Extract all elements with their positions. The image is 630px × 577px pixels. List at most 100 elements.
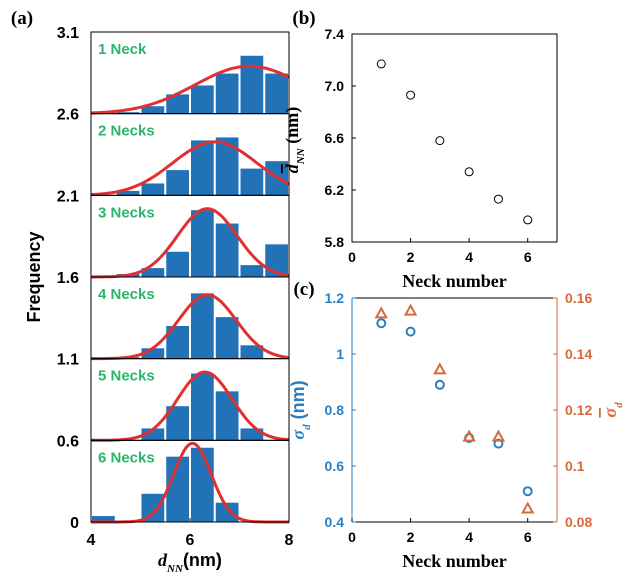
histogram-bar [215,223,239,277]
histogram-bar [191,293,214,359]
x-tick-label: 6 [524,249,532,265]
gaussian-fit-curve [91,207,290,279]
histogram-bar [240,428,264,441]
left-y-tick-label: 0.4 [325,514,345,530]
neck-count-label: 1 Neck [98,41,147,58]
histogram-bar [141,183,165,196]
y-tick-label: 7.4 [325,26,345,42]
neck-count-label: 3 Necks [98,204,155,221]
histogram-bar [240,168,264,196]
histogram-bar [191,85,214,114]
histogram-subplot: 4 Necks [90,276,290,361]
histogram-bar [166,456,189,522]
left-y-axis-label: σd (nm) [288,380,313,439]
histogram-bar [240,55,264,114]
histogram-bar [141,348,165,359]
panel-label-b: (b) [292,8,315,29]
right-y-tick-label: 0.08 [565,514,592,530]
data-point [523,215,533,225]
panel-label-a: (a) [11,8,33,29]
right-y-tick-label: 0.16 [565,290,592,306]
right-y-tick-label: 0.12 [565,402,592,418]
neck-count-label: 2 Necks [98,123,155,140]
histogram-bar [166,251,189,277]
y-tick-label: 5.8 [325,234,345,250]
histogram-subplot: 3 Necks [90,194,290,279]
y-tick-label: 2.6 [57,107,79,124]
x-tick-label: 6 [524,529,532,545]
histogram-bar [191,140,214,196]
histogram-bar [166,406,189,441]
x-tick-label: 8 [285,532,294,549]
histogram-bar [141,106,165,114]
sigma-d-point [376,318,387,329]
data-point [493,194,503,204]
left-y-tick-label: 1 [336,346,344,362]
histogram-bar [191,373,214,441]
left-y-tick-label: 0.6 [325,458,345,474]
histogram-subplot: 5 Necks [90,358,290,442]
histogram-bar [166,170,189,196]
data-point [435,136,445,146]
y-tick-label: 3.1 [57,25,79,42]
x-tick-label: 0 [348,529,356,545]
data-point [464,167,474,177]
left-y-tick-label: 0.8 [325,402,345,418]
histogram-bar [92,516,115,522]
y-tick-label: 6.2 [325,182,345,198]
right-y-tick-label: 0.1 [565,458,585,474]
y-axis-label: Frequency [24,231,44,322]
gaussian-fit-curve [90,140,290,197]
x-tick-label: 4 [87,532,96,549]
histogram-bar [166,326,189,359]
right-y-axis-label: σd [600,402,625,418]
x-tick-label: 4 [465,249,473,265]
histogram-bar [215,502,239,522]
x-axis-label: dNN(nm) [158,550,222,575]
neck-count-label: 4 Necks [98,286,155,303]
histogram-subplot: 2 Necks [90,113,290,197]
x-tick-label: 4 [465,529,473,545]
neck-count-label: 6 Necks [98,449,155,466]
sigma-d-point [434,379,445,390]
normalized-sigma-point [374,306,388,319]
y-tick-label: 0.6 [57,433,79,450]
histogram-bar [141,493,165,522]
normalized-sigma-point [433,362,447,375]
panel-b-scatter: 5.8 6.2 6.6 7.0 7.4 0 2 4 6 Neck number dNN (nm) [282,26,558,291]
data-point [376,59,386,69]
panel-c-dual-axis: 0.4 0.6 0.8 1 1.2 0.08 0.1 0.12 0.14 0.16 0 2 4 6 Neck… [288,290,625,571]
histogram-bar [215,391,239,441]
histogram-bar [240,345,264,359]
normalized-sigma-point [491,429,506,442]
panel-label-c: (c) [293,279,314,300]
histogram-subplot: 6 Necks [90,439,290,524]
histogram-bar [240,265,264,277]
y-tick-label: 2.1 [57,188,79,205]
right-y-tick-label: 0.14 [565,346,592,362]
x-tick-label: 2 [407,529,415,545]
histogram-bar [191,447,214,522]
data-point [406,90,416,100]
histogram-bar [215,137,239,196]
plot-frame [351,33,558,243]
histogram-bar [116,112,140,114]
sigma-d-point [405,326,416,337]
normalized-sigma-point [521,501,535,514]
y-axis-label: dNN (nm) [282,107,307,173]
x-tick-label: 0 [348,249,356,265]
x-tick-label: 6 [186,532,195,549]
histogram-bar [141,268,165,277]
y-tick-label: 1.1 [57,352,79,369]
histogram-bar [191,210,214,277]
x-tick-label: 2 [407,249,415,265]
y-tick-label: 7.0 [325,78,345,94]
y-tick-label: 0 [70,515,79,532]
y-tick-label: 6.6 [325,130,345,146]
x-axis-label: Neck number [402,271,507,291]
normalized-sigma-point [403,303,418,316]
gaussian-fit-curve [91,370,290,442]
panel-a-histograms: 1 Neck 2 Necks 3 Necks 4 Necks 5 Necks 6 Neck… [24,25,294,575]
histogram-bar [215,73,239,114]
